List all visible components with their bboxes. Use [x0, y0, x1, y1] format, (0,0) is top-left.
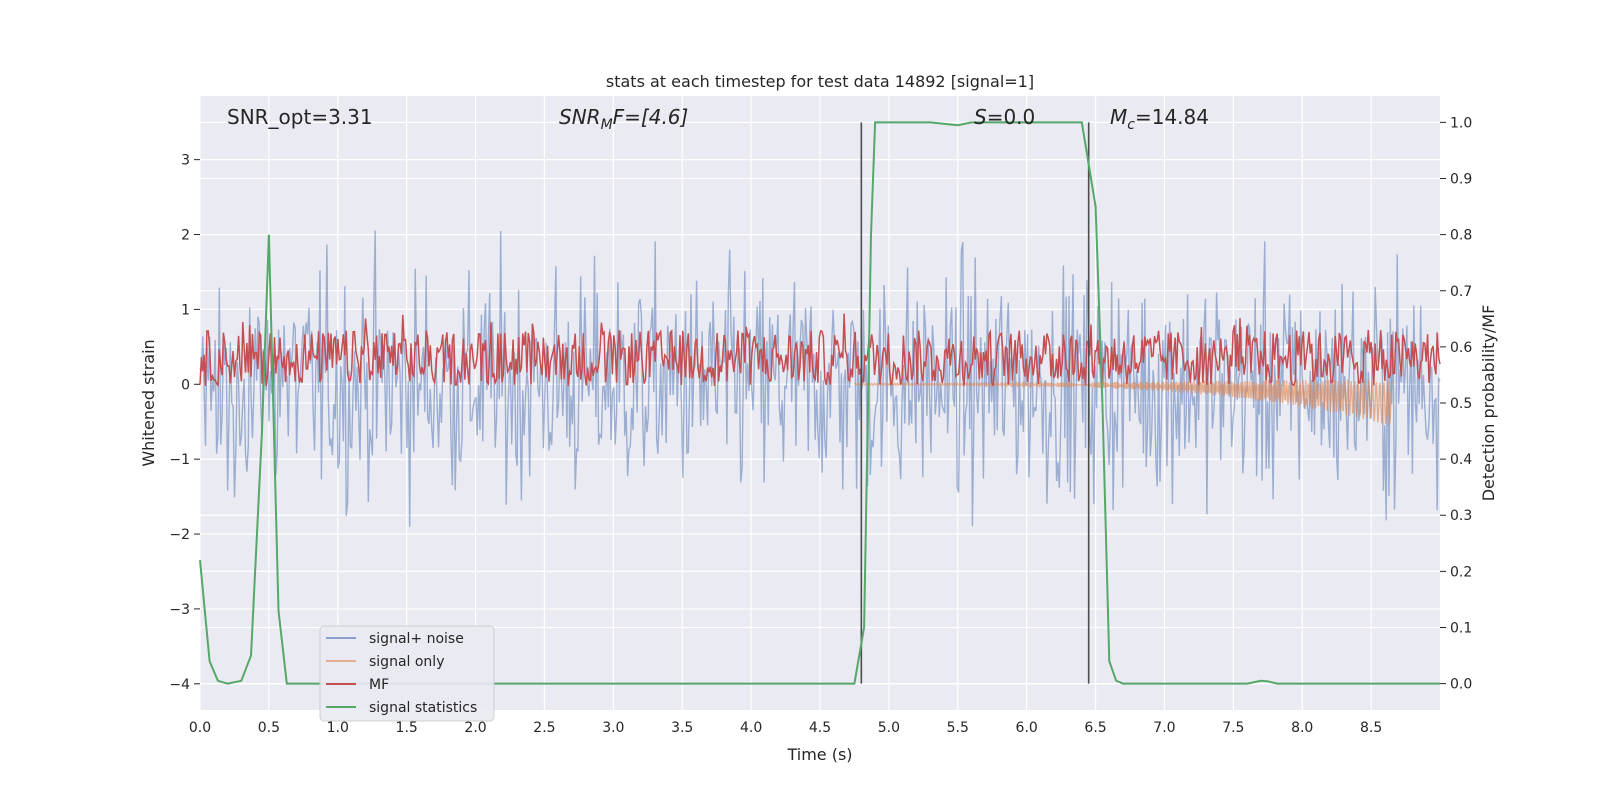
annotation-snr-mf-rest: F=[4.6]: [613, 105, 689, 129]
y-tick-label: 1: [181, 302, 190, 318]
y2-tick-label: 0.1: [1450, 620, 1472, 636]
legend-label-signal: signal only: [369, 654, 444, 670]
x-tick-label: 5.5: [947, 720, 969, 736]
annotation-snr-mf-sub: M: [601, 117, 613, 133]
x-tick-label: 5.0: [878, 720, 900, 736]
chart-title: stats at each timestep for test data 148…: [606, 72, 1034, 91]
x-tick-label: 4.5: [809, 720, 831, 736]
annotation-mc: Mc=14.84: [1110, 105, 1209, 133]
legend-box: [319, 625, 495, 722]
x-tick-label: 7.5: [1222, 720, 1244, 736]
x-tick-label: 3.5: [671, 720, 693, 736]
annotation-mc-sub: c: [1127, 117, 1135, 133]
x-tick-label: 1.0: [327, 720, 349, 736]
legend-label-noise: signal+ noise: [369, 631, 464, 647]
annotation-snr-opt: SNR_opt=3.31: [227, 105, 373, 129]
y2-tick-label: 0.8: [1450, 228, 1472, 244]
annotation-mc-rest: =14.84: [1135, 105, 1209, 129]
series-signal-statistics: [199, 121, 1440, 685]
y2-tick-label: 0.5: [1450, 396, 1472, 412]
x-tick-label: 3.0: [602, 720, 624, 736]
vertical-markers: [860, 122, 1090, 684]
y2-tick-label: 1.0: [1450, 115, 1472, 131]
signal-only-line: [853, 379, 1393, 425]
legend: signal+ noise signal only MF signal stat…: [319, 625, 495, 722]
legend-label-mf: MF: [369, 677, 389, 693]
signal-noise-line: [199, 230, 1441, 527]
y2-tick-label: 0.9: [1450, 172, 1472, 188]
x-tick-label: 7.0: [1153, 720, 1175, 736]
x-tick-label: 8.0: [1291, 720, 1313, 736]
x-axis-label: Time (s): [786, 745, 852, 764]
x-tick-label: 6.5: [1084, 720, 1106, 736]
annotation-s-name: S: [974, 105, 987, 129]
y2-tick-label: 0.3: [1450, 508, 1472, 524]
annotation-snr-mf-name: SNR: [559, 105, 601, 129]
y2-tick-label: 0.0: [1450, 677, 1472, 693]
y-tick-label: 3: [181, 153, 190, 169]
y-tick-label: −4: [169, 677, 190, 693]
y-tick-label: −1: [169, 452, 190, 468]
y-tick-label: −2: [169, 527, 190, 543]
y-tick-label: 2: [181, 228, 190, 244]
y2-tick-label: 0.6: [1450, 340, 1472, 356]
signal-statistics-line: [199, 121, 1440, 685]
y2-tick-label: 0.7: [1450, 284, 1472, 300]
y2-tick-label: 0.4: [1450, 452, 1472, 468]
y2-tick-label: 0.2: [1450, 564, 1472, 580]
ticks: 0.0 0.5 1.0 1.5 2.0 2.5 3.0 3.5 4.0 4.5 5.0 5.5 6.0 6…: [169, 115, 1472, 736]
annotation-mc-name: M: [1110, 105, 1127, 129]
series-mf: [199, 313, 1441, 388]
series-signal-noise: [199, 230, 1441, 527]
legend-label-stat: signal statistics: [369, 700, 477, 716]
mf-line: [199, 313, 1441, 388]
annotation-s-rest: =0.0: [987, 105, 1036, 129]
x-tick-label: 8.5: [1360, 720, 1382, 736]
annotation-snr-mf: SNRMF=[4.6]: [559, 105, 688, 133]
y-tick-label: 0: [181, 377, 190, 393]
x-tick-label: 2.0: [464, 720, 486, 736]
y-axis-label: Whitened strain: [139, 339, 158, 466]
x-tick-label: 0.0: [189, 720, 211, 736]
x-tick-label: 0.5: [258, 720, 280, 736]
x-tick-label: 2.5: [533, 720, 555, 736]
x-tick-label: 1.5: [396, 720, 418, 736]
y-tick-label: −3: [169, 602, 190, 618]
series-signal-only: [853, 379, 1393, 425]
x-tick-label: 4.0: [740, 720, 762, 736]
y-axis-label-right: Detection probability/MF: [1479, 305, 1498, 502]
annotation-s: S=0.0: [974, 105, 1035, 129]
x-tick-label: 6.0: [1016, 720, 1038, 736]
